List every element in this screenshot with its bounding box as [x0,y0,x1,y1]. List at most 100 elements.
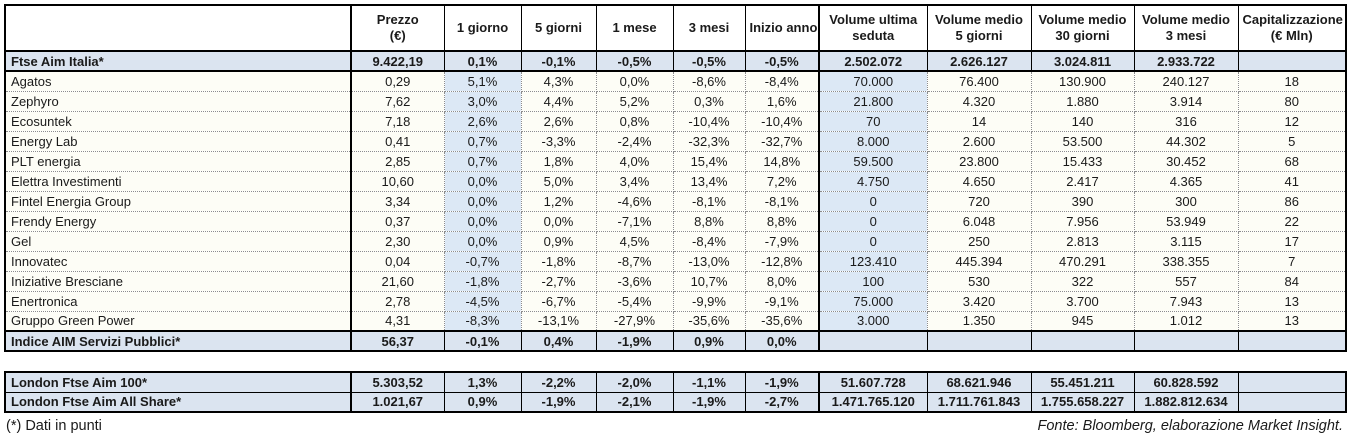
cell-vol5: 68.621.946 [927,371,1032,393]
cell-vol_last: 123.410 [818,251,928,272]
column-header-m3: 3 mesi [672,4,746,52]
cell-vol_last: 100 [818,271,928,292]
column-header-text: Inizio anno [749,19,818,35]
cell-d5: -2,7% [521,271,597,292]
cell-d1: -0,1% [444,330,522,352]
cell-vol30 [1031,330,1135,352]
column-header-text: 3 mesi [1165,28,1207,43]
table-row: PLT energia 2,85 0,7% 1,8% 4,0% 15,4% 14,8% 59.… [5,151,1346,172]
table-row: Energy Lab 0,41 0,7% -3,3% -2,4% -32,3% -32,7%… [5,131,1346,152]
cell-prezzo: 21,60 [350,271,445,292]
cell-m1: 4,5% [596,231,674,252]
cell-vol_last: 75.000 [818,291,928,312]
column-header-text: Volume medio [935,11,1023,27]
cell-d1: -4,5% [444,291,522,312]
cell-d1: 0,0% [444,191,522,212]
table-row: Iniziative Bresciane 21,60 -1,8% -2,7% -3,6%… [5,271,1346,292]
cell-d5: 0,0% [521,211,597,232]
cell-prezzo: 56,37 [350,330,445,352]
row-label: Indice AIM Servizi Pubblici* [5,330,352,352]
column-header-text: 3 mesi [688,19,730,35]
cell-prezzo: 1.021,67 [350,391,445,413]
cell-vol3m: 53.949 [1134,211,1239,232]
table-row: Enertronica 2,78 -4,5% -6,7% -5,4% -9,9% -9,1%… [5,291,1346,312]
cell-ytd: -9,1% [745,291,820,312]
cell-m3: -8,4% [673,231,746,252]
cell-m3: -1,1% [673,371,746,393]
cell-d1: 1,3% [444,371,522,393]
cell-ytd: 0,0% [745,330,820,352]
cell-cap: 80 [1238,91,1346,112]
cell-cap: 13 [1238,291,1346,312]
cell-m3: -9,9% [673,291,746,312]
column-header-cap: Capitalizzazione (€ Mln) [1237,4,1346,52]
cell-vol30: 3.024.811 [1031,50,1135,72]
table-row: Gruppo Green Power 4,31 -8,3% -13,1% -27,9% -… [5,311,1346,332]
cell-vol3m: 1.882.812.634 [1134,391,1239,413]
cell-prezzo: 9.422,19 [350,50,445,72]
cell-d5: -1,8% [521,251,597,272]
cell-d1: 0,0% [444,231,522,252]
cell-ytd: -1,9% [745,371,820,393]
cell-vol_last: 51.607.728 [818,371,928,393]
cell-cap [1238,330,1346,352]
cell-vol_last: 70 [818,111,928,132]
cell-vol30: 945 [1031,311,1135,332]
cell-prezzo: 0,29 [350,71,445,92]
cell-vol30: 1.880 [1031,91,1135,112]
cell-d5: 1,2% [521,191,597,212]
row-label: London Ftse Aim All Share* [5,391,352,413]
cell-vol30: 2.813 [1031,231,1135,252]
column-header-m1: 1 mese [595,4,674,52]
cell-vol_last: 1.471.765.120 [818,391,928,413]
cell-vol30: 2.417 [1031,171,1135,192]
table-header: Prezzo (€) 1 giorno 5 giorni 1 mese 3 mesi Ini… [4,4,1346,52]
cell-cap: 13 [1238,311,1346,332]
cell-d5: -13,1% [521,311,597,332]
cell-ytd: -32,7% [745,131,820,152]
cell-vol_last: 70.000 [818,71,928,92]
cell-m3: 0,3% [673,91,746,112]
cell-m3: -13,0% [673,251,746,272]
table-row: Ecosuntek 7,18 2,6% 2,6% 0,8% -10,4% -10,4% 70 1… [5,111,1346,132]
cell-vol5: 2.600 [927,131,1032,152]
cell-d1: 0,7% [444,151,522,172]
column-header-text: Volume medio [1142,11,1230,27]
cell-m3: 15,4% [673,151,746,172]
cell-d1: 0,7% [444,131,522,152]
cell-vol5: 4.650 [927,171,1032,192]
cell-m1: -4,6% [596,191,674,212]
index-row-ftse-aim-italia: Ftse Aim Italia* 9.422,19 0,1% -0,1% -0,5% -0… [5,50,1346,72]
cell-m1: 4,0% [596,151,674,172]
cell-prezzo: 3,34 [350,191,445,212]
cell-vol5: 530 [927,271,1032,292]
cell-vol5: 14 [927,111,1032,132]
table-row: Zephyro 7,62 3,0% 4,4% 5,2% 0,3% 1,6% 21.800 4.3… [5,91,1346,112]
cell-d5: 1,8% [521,151,597,172]
cell-vol_last: 21.800 [818,91,928,112]
table-footer: (*) Dati in punti Fonte: Bloomberg, elab… [4,413,1345,440]
cell-ytd: 7,2% [745,171,820,192]
cell-vol_last: 2.502.072 [818,50,928,72]
cell-vol30: 55.451.211 [1031,371,1135,393]
column-header-d5: 5 giorni [520,4,597,52]
cell-d5: 0,9% [521,231,597,252]
cell-prezzo: 0,04 [350,251,445,272]
cell-vol5 [927,330,1032,352]
cell-ytd: -10,4% [745,111,820,132]
cell-d1: 2,6% [444,111,522,132]
cell-m1: -0,5% [596,50,674,72]
table-row: Innovatec 0,04 -0,7% -1,8% -8,7% -13,0% -12,8%… [5,251,1346,272]
london-aim-table: London Ftse Aim 100* 5.303,52 1,3% -2,2% -2,… [4,371,1347,413]
column-header-ytd: Inizio anno [744,4,820,52]
column-header-text: 1 giorno [456,19,509,35]
cell-m1: -2,1% [596,391,674,413]
row-label: Agatos [5,71,352,92]
cell-ytd: -35,6% [745,311,820,332]
cell-prezzo: 2,30 [350,231,445,252]
cell-m3: -10,4% [673,111,746,132]
cell-vol5: 1.350 [927,311,1032,332]
cell-d5: 0,4% [521,330,597,352]
cell-vol3m: 338.355 [1134,251,1239,272]
cell-ytd: 8,8% [745,211,820,232]
